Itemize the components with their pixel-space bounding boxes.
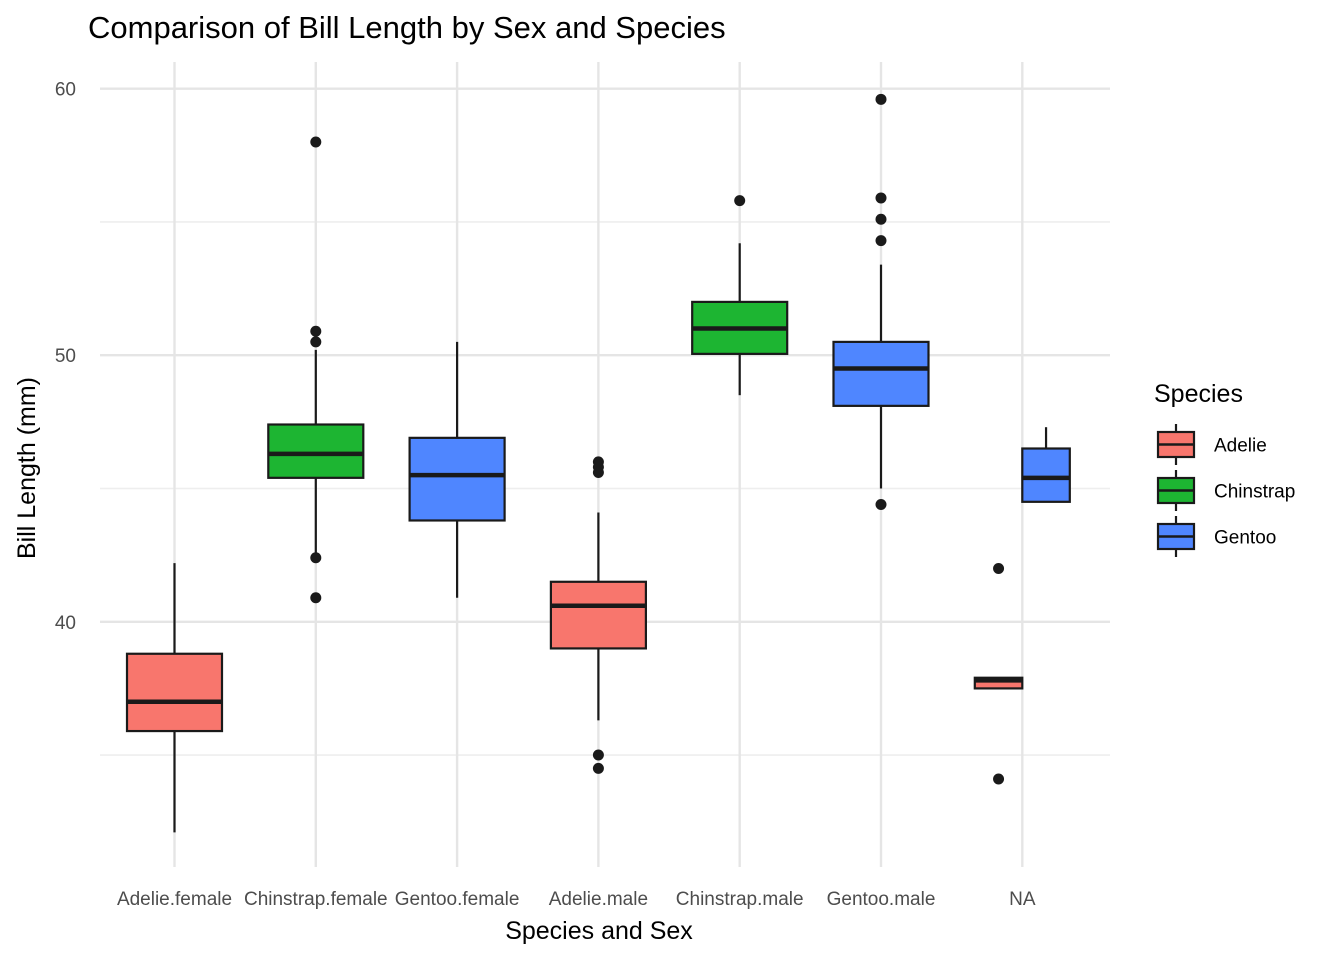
box-NA-Adelie xyxy=(973,562,1024,785)
box-iqr xyxy=(549,580,648,650)
legend-key-gentoo xyxy=(1156,516,1196,557)
y-tick-label: 60 xyxy=(55,80,76,101)
x-tick-label: Chinstrap.male xyxy=(676,889,804,910)
legend-label-gentoo: Gentoo xyxy=(1214,528,1276,549)
box-iqr xyxy=(408,436,506,522)
outlier-point xyxy=(734,195,746,207)
outlier-point xyxy=(875,498,887,510)
y-tick-label: 50 xyxy=(55,346,76,367)
outlier-point xyxy=(592,762,604,774)
box-Adelie.female-Adelie xyxy=(125,563,224,833)
outlier-point xyxy=(993,562,1005,574)
outlier-point xyxy=(875,235,887,247)
box-Gentoo.male-Gentoo xyxy=(832,93,930,510)
box-iqr xyxy=(267,423,365,479)
outlier-point xyxy=(310,552,322,564)
box-iqr xyxy=(973,676,1024,690)
y-axis-title: Bill Length (mm) xyxy=(13,377,41,559)
legend-title: Species xyxy=(1154,380,1243,408)
outlier-point xyxy=(592,749,604,761)
legend: Species Adelie Chinstrap Gentoo xyxy=(1154,380,1295,557)
legend-key-adelie xyxy=(1156,424,1196,465)
outlier-point xyxy=(310,592,322,604)
box-iqr xyxy=(832,340,930,407)
box-NA-Gentoo xyxy=(1021,427,1071,503)
outlier-point xyxy=(875,93,887,105)
box-Chinstrap.female-Chinstrap xyxy=(267,136,365,604)
x-tick-label: Adelie.female xyxy=(117,889,232,910)
x-axis-title: Species and Sex xyxy=(505,917,693,945)
x-tick-label: Gentoo.female xyxy=(395,889,520,910)
outlier-point xyxy=(875,213,887,225)
boxes xyxy=(125,93,1071,833)
legend-label-chinstrap: Chinstrap xyxy=(1214,482,1295,503)
x-tick-label: Gentoo.male xyxy=(827,889,936,910)
x-axis-ticks: Adelie.female Chinstrap.female Gentoo.fema… xyxy=(117,889,1036,910)
x-tick-label: Chinstrap.female xyxy=(244,889,388,910)
y-tick-label: 40 xyxy=(55,613,76,634)
box-Gentoo.female-Gentoo xyxy=(408,341,506,598)
box-Adelie.male-Adelie xyxy=(549,456,648,774)
outlier-point xyxy=(993,773,1005,785)
outlier-point xyxy=(592,466,604,478)
outlier-point xyxy=(875,192,887,204)
legend-key-chinstrap xyxy=(1156,470,1196,511)
x-tick-label: Adelie.male xyxy=(549,889,648,910)
box-iqr xyxy=(1021,447,1071,503)
y-axis-ticks: 40 50 60 xyxy=(55,80,76,634)
chart-title: Comparison of Bill Length by Sex and Spe… xyxy=(88,10,726,45)
outlier-point xyxy=(310,325,322,337)
x-tick-label: NA xyxy=(1009,889,1036,910)
outlier-point xyxy=(310,136,322,148)
legend-label-adelie: Adelie xyxy=(1214,436,1267,457)
outlier-point xyxy=(310,336,322,348)
box-Chinstrap.male-Chinstrap xyxy=(691,195,789,396)
box-iqr xyxy=(125,652,224,733)
grid xyxy=(100,62,1110,867)
